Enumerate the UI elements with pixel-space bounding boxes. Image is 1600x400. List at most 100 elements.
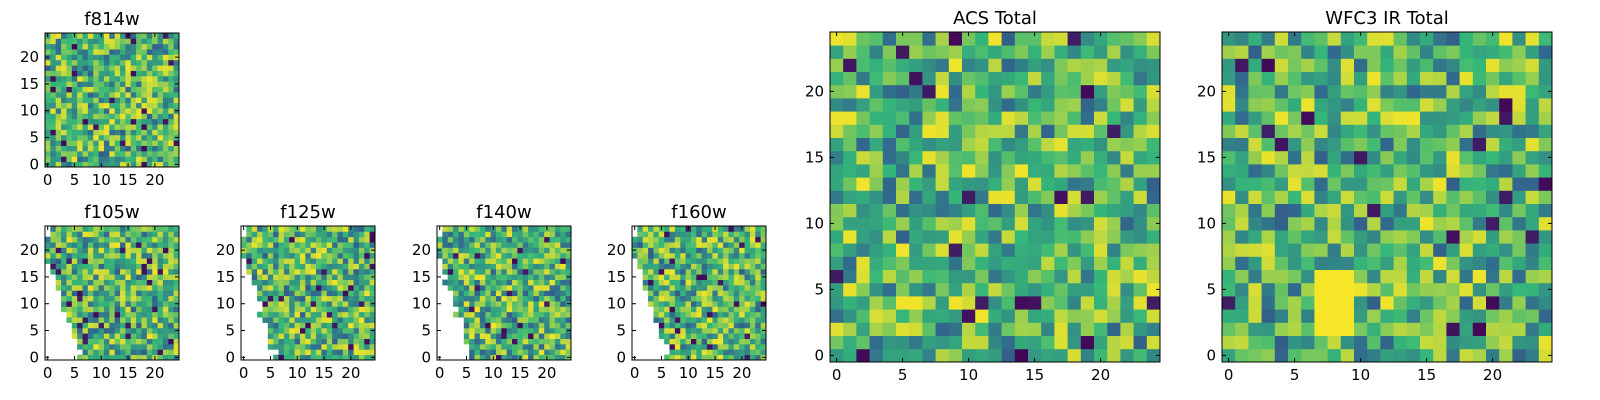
heatmap-cell [648,284,654,291]
heatmap-cell [728,263,735,270]
heatmap-cell [1041,164,1055,178]
heatmap-cell [82,263,89,270]
heatmap-cell [364,333,371,339]
heatmap-cell [533,274,540,280]
heatmap-cell [364,284,371,291]
heatmap-cell [1340,150,1355,165]
heatmap-cell [549,354,556,361]
heatmap-cell [168,54,175,61]
heatmap-cell [1028,190,1042,204]
heatmap-cell [71,242,78,248]
heatmap-cell [442,268,449,275]
heatmap-cell [733,252,740,259]
heatmap-cell [321,263,328,270]
heatmap-cell [82,65,89,71]
heatmap-cell [1080,282,1095,297]
heatmap-cell [1120,190,1134,204]
heatmap-cell [157,247,164,254]
heatmap-cell [935,348,950,363]
heatmap-cell [1340,190,1355,204]
heatmap-cell [1222,309,1236,323]
heatmap-cell [1107,256,1121,270]
heatmap-cell [453,236,459,243]
heatmap-cell [1080,348,1095,363]
heatmap-cell [66,145,73,152]
heatmap-cell [162,145,169,152]
heatmap-cell [843,190,857,204]
heatmap-cell [744,322,751,329]
heatmap-cell [141,354,148,361]
heatmap-cell [856,45,870,59]
heatmap-cell [87,226,94,232]
heatmap-cell [554,252,561,259]
heatmap-cell [1354,45,1368,59]
heatmap-cell [125,75,132,82]
heatmap-cell [538,226,545,232]
heatmap-cell [130,247,137,254]
heatmap-cell [658,231,665,238]
heatmap-cell [337,338,344,345]
heatmap-cell [168,129,175,136]
heatmap-cell [830,256,844,270]
heatmap-cell [653,263,660,270]
heatmap-cell [1261,322,1276,336]
heatmap-cell [744,231,751,238]
heatmap-cell [77,49,83,55]
heatmap-cell [162,49,169,55]
heatmap-cell [522,247,529,254]
heatmap-cell [146,322,153,329]
heatmap-cell [1499,230,1513,244]
heatmap-cell [1459,111,1474,125]
heatmap-cell [830,58,844,72]
heatmap-cell [1001,216,1016,231]
heatmap-cell [533,327,540,334]
heatmap-cell [87,38,94,45]
heatmap-cell [1380,45,1394,59]
heatmap-cell [707,349,713,356]
heatmap-cell [1054,322,1068,336]
heatmap-cell [332,274,338,280]
heatmap-cell [125,263,132,270]
heatmap-cell [45,140,51,146]
heatmap-cell [98,54,105,61]
heatmap-cell [1393,71,1408,86]
heatmap-cell [1248,137,1262,152]
heatmap-cell [93,81,99,87]
heatmap-cell [1014,256,1029,270]
heatmap-cell [93,317,99,323]
heatmap-cell [680,279,686,286]
heatmap-cell [707,317,713,323]
heatmap-cell [733,343,740,350]
heatmap-cell [1380,98,1394,112]
heatmap-cell [1067,282,1082,297]
heatmap-cell [316,284,322,291]
heatmap-cell [369,349,376,356]
heatmap-cell [760,231,767,238]
heatmap-cell [490,306,497,313]
heatmap-cell [310,247,317,254]
heatmap-cell [66,311,73,318]
heatmap-cell [1446,32,1460,46]
heatmap-cell [103,81,110,87]
heatmap-cell [364,279,371,286]
heatmap-cell [707,274,713,280]
heatmap-cell [114,349,121,356]
heatmap-cell [506,226,513,232]
heatmap-cell [528,327,534,334]
heatmap-cell [87,354,94,361]
heatmap-cell [474,284,481,291]
heatmap-cell [316,327,322,334]
heatmap-cell [364,247,371,254]
heatmap-cell [744,343,751,350]
heatmap-cell [474,327,481,334]
heatmap-cell [988,111,1002,125]
heatmap-cell [458,290,465,297]
heatmap-cell [723,327,729,334]
heatmap-cell [1525,124,1540,138]
heatmap-cell [517,236,524,243]
heatmap-cell [61,306,67,313]
heatmap-cell [760,252,767,259]
heatmap-cell [948,111,963,125]
heatmap-cell [162,226,169,232]
heatmap-cell [560,252,567,259]
